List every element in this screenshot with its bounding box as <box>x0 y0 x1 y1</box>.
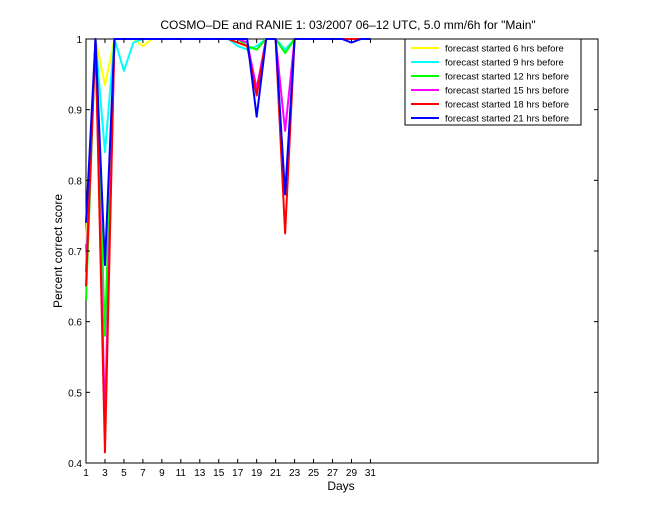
legend-label-5: forecast started 18 hrs before <box>445 100 569 111</box>
legend-label-6: forecast started 21 hrs before <box>445 114 569 125</box>
y-tick-label: 0.7 <box>68 247 82 258</box>
x-tick-label: 15 <box>213 468 225 479</box>
x-tick-label: 25 <box>308 468 320 479</box>
y-tick-label: 0.8 <box>68 176 82 187</box>
x-axis-label: Days <box>327 479 354 493</box>
legend-label-3: forecast started 12 hrs before <box>445 72 569 83</box>
x-tick-label: 27 <box>327 468 339 479</box>
legend-box <box>404 38 582 126</box>
legend-label-2: forecast started 9 hrs before <box>445 58 564 69</box>
series-line-6 <box>85 38 371 267</box>
y-tick-label: 0.5 <box>68 388 82 399</box>
x-tick-label: 5 <box>121 468 127 479</box>
x-tick-label: 13 <box>194 468 206 479</box>
x-tick-label: 29 <box>346 468 358 479</box>
x-tick-label: 21 <box>270 468 282 479</box>
y-tick-label: 0.9 <box>68 106 82 117</box>
x-tick-label: 19 <box>251 468 263 479</box>
y-tick-label: 1 <box>76 35 82 46</box>
legend-label-4: forecast started 15 hrs before <box>445 86 569 97</box>
legend: forecast started 6 hrs before forecast st… <box>404 38 582 126</box>
x-tick-label: 9 <box>159 468 165 479</box>
y-axis-label: Percent correct score <box>51 194 65 308</box>
x-tick-label: 17 <box>232 468 244 479</box>
x-tick-label: 1 <box>83 468 89 479</box>
y-tick-label: 0.4 <box>68 459 82 470</box>
x-tick-label: 3 <box>102 468 108 479</box>
chart-title: COSMO–DE and RANIE 1: 03/2007 06–12 UTC,… <box>160 18 535 32</box>
legend-label-1: forecast started 6 hrs before <box>445 44 564 55</box>
axis-layer: 1 3 5 7 9 11 13 15 17 19 21 23 25 27 29 310.40.50.60.70… <box>68 35 598 479</box>
x-tick-label: 7 <box>140 468 146 479</box>
y-tick-label: 0.6 <box>68 318 82 329</box>
x-tick-label: 23 <box>289 468 301 479</box>
x-tick-label: 31 <box>365 468 377 479</box>
x-tick-label: 11 <box>176 468 187 479</box>
series-layer <box>85 38 371 454</box>
